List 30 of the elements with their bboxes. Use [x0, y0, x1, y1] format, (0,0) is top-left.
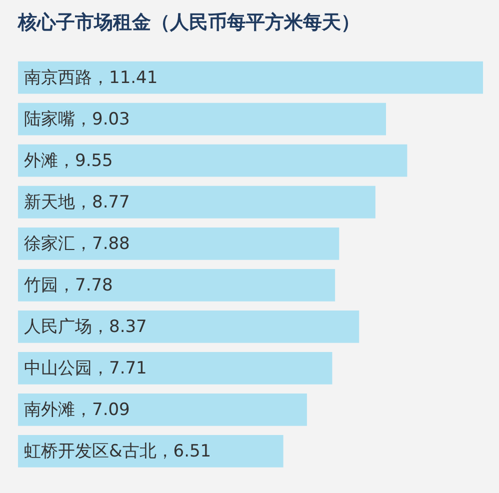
y-tick-label: 新天地 [24, 192, 75, 213]
data-label: ，7.71 [92, 358, 147, 379]
data-label: ，7.88 [75, 234, 130, 254]
bar [18, 61, 483, 94]
y-tick-label: 外滩 [24, 151, 58, 172]
bar [18, 352, 332, 384]
data-label: ，9.03 [75, 110, 130, 130]
y-tick-label: 中山公园 [24, 358, 92, 379]
data-label: ，9.55 [58, 151, 113, 172]
bar [18, 227, 340, 260]
bar [18, 310, 360, 343]
y-tick-label: 人民广场 [24, 317, 92, 338]
bar [18, 268, 336, 302]
data-label: ，7.09 [75, 400, 130, 420]
bar [18, 102, 386, 136]
bar [18, 186, 376, 218]
bar [18, 394, 307, 426]
y-tick-label: 竹园 [24, 276, 58, 296]
y-tick-label: 陆家嘴 [24, 110, 75, 130]
y-tick-label: 南京西路 [24, 68, 92, 88]
data-label: ，8.77 [75, 192, 130, 213]
y-tick-label: 虹桥开发区&古北 [24, 442, 156, 462]
data-label: ，11.41 [92, 68, 158, 88]
y-tick-label: 南外滩 [24, 400, 75, 420]
bar [18, 144, 408, 177]
chart-title: 核心子市场租金（人民币每平方米每天） [17, 11, 360, 34]
data-label: ，7.78 [58, 276, 113, 296]
data-label: ，8.37 [92, 317, 147, 338]
y-tick-label: 徐家汇 [24, 234, 75, 254]
data-label: ，6.51 [156, 442, 212, 462]
